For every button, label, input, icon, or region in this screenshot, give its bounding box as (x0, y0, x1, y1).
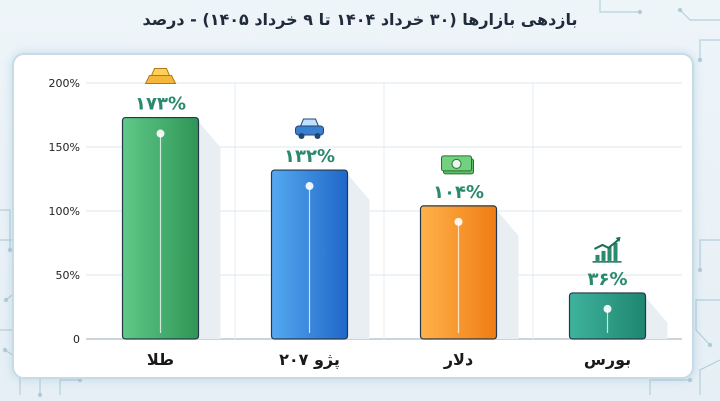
chart-panel: 0 50% 100% 150% 200% ۱۷۳% طلا ۱۳۲% پژو ۲۰۷ ۱۰۴% د… (12, 53, 694, 379)
bar-highlight-dot (156, 129, 165, 138)
value-label: ۱۰۴% (433, 182, 484, 203)
bar-highlight-dot (603, 304, 612, 313)
bar-shadow (347, 174, 370, 339)
gold-bars-icon (144, 68, 177, 85)
y-tick-label: 150% (49, 141, 80, 154)
y-tick-label: 50% (56, 269, 80, 282)
growth-chart-icon (592, 236, 622, 263)
y-tick-label: 200% (49, 77, 80, 90)
y-tick-label: 100% (49, 205, 80, 218)
bar-shadow (496, 209, 519, 339)
bar-shadow (645, 296, 668, 339)
category-label: بورس (584, 350, 631, 369)
category-label: دلار (443, 350, 473, 369)
value-label: ۱۷۳% (135, 94, 186, 115)
bar-highlight-dot (305, 182, 314, 191)
value-label: ۳۶% (587, 269, 627, 290)
cash-icon (441, 155, 474, 175)
bar-chart: 0 50% 100% 150% 200% ۱۷۳% طلا ۱۳۲% پژو ۲۰۷ ۱۰۴% د… (49, 68, 682, 370)
bar-highlight-dot (454, 217, 463, 226)
value-label: ۱۳۲% (284, 146, 335, 167)
y-tick-label: 0 (73, 333, 80, 346)
bar-shadow (198, 121, 221, 339)
category-label: طلا (147, 350, 174, 369)
category-label: پژو ۲۰۷ (279, 350, 340, 370)
chart-title: بازدهی بازارها (۳۰ خرداد ۱۴۰۴ تا ۹ خرداد… (142, 10, 578, 29)
car-icon (295, 118, 324, 140)
